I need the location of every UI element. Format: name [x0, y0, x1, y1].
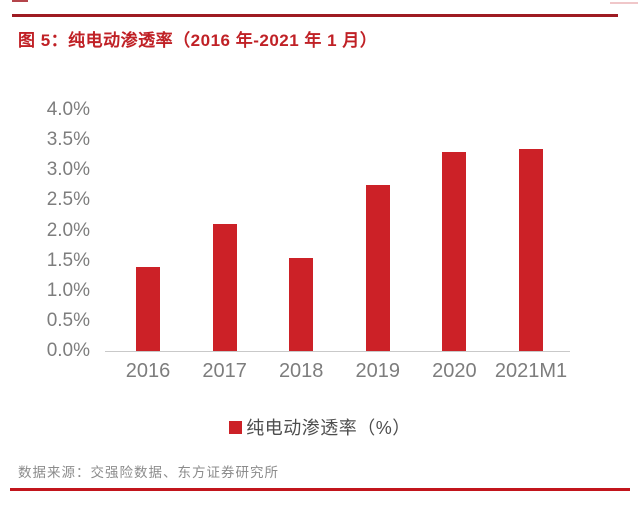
y-tick-label: 2.5%: [46, 189, 90, 211]
bar-chart: 0.0% 0.5% 1.0% 1.5% 2.0% 2.5% 3.0% 3.5% 4.0% 201…: [0, 88, 640, 404]
y-tick-label: 0.0%: [46, 340, 90, 361]
legend-series-label: 纯电动渗透率（%）: [246, 418, 411, 438]
x-tick-label: 2021M1: [494, 360, 568, 382]
bottom-divider: [10, 488, 630, 491]
y-tick-label: 0.5%: [46, 309, 90, 331]
bar-2020: [442, 152, 467, 351]
figure-title: 图 5：纯电动渗透率（2016 年-2021 年 1 月）: [18, 31, 378, 50]
bar-2016: [136, 266, 160, 351]
y-tick-label: 2.0%: [46, 219, 90, 241]
x-tick-label: 2017: [202, 360, 247, 382]
x-tick-label: 2018: [278, 360, 324, 382]
bar-2019: [365, 185, 390, 351]
bar-2018: [289, 257, 314, 351]
top-divider: [12, 14, 618, 17]
y-tick-label: 3.0%: [46, 159, 90, 181]
top-left-crop-artifact: [12, 0, 28, 2]
y-tick-label: 1.0%: [46, 279, 90, 301]
y-tick-label: 3.5%: [46, 129, 90, 151]
top-right-crop-artifact: [610, 2, 638, 4]
x-tick-label: 2016: [125, 360, 171, 382]
y-tick-label: 1.5%: [46, 249, 90, 271]
legend-marker-icon: [229, 420, 243, 434]
x-tick-label: 2020: [432, 360, 477, 382]
x-axis-line: [105, 351, 570, 352]
source-note: 数据来源：交强险数据、东方证券研究所: [18, 465, 279, 480]
y-tick-label: 4.0%: [46, 99, 90, 120]
x-tick-label: 2019: [355, 360, 401, 382]
bar-2021M1: [519, 149, 543, 351]
bar-2017: [212, 224, 237, 351]
chart-legend: 纯电动渗透率（%）: [0, 414, 640, 440]
